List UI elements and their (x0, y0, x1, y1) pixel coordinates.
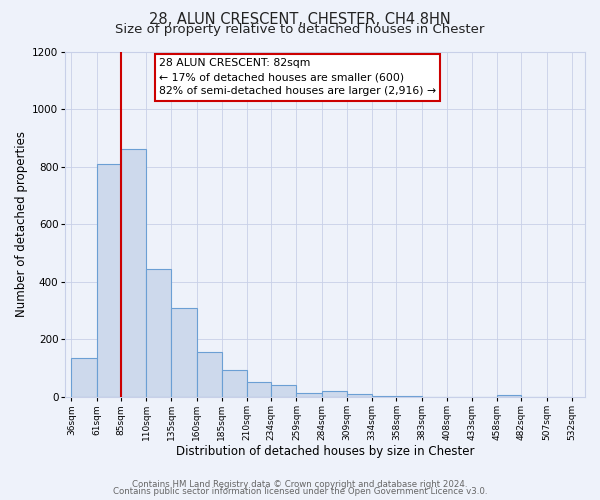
Bar (146, 269, 172, 397)
Bar (97, 164, 121, 397)
Bar (322, 390, 347, 397)
Bar (172, 308, 197, 397)
Text: 28, ALUN CRESCENT, CHESTER, CH4 8HN: 28, ALUN CRESCENT, CHESTER, CH4 8HN (149, 12, 451, 28)
Bar (347, 394, 372, 397)
Bar (247, 382, 271, 397)
Bar (121, 150, 146, 397)
Bar (372, 396, 397, 397)
Text: Contains public sector information licensed under the Open Government Licence v3: Contains public sector information licen… (113, 487, 487, 496)
Text: Size of property relative to detached houses in Chester: Size of property relative to detached ho… (115, 22, 485, 36)
Bar (397, 396, 422, 397)
X-axis label: Distribution of detached houses by size in Chester: Distribution of detached houses by size … (176, 444, 475, 458)
Y-axis label: Number of detached properties: Number of detached properties (15, 132, 28, 318)
Bar (271, 385, 296, 397)
Text: Contains HM Land Registry data © Crown copyright and database right 2024.: Contains HM Land Registry data © Crown c… (132, 480, 468, 489)
Bar (71, 358, 97, 397)
Bar (296, 392, 322, 397)
Bar (497, 394, 521, 397)
Bar (222, 370, 247, 397)
Bar (197, 352, 222, 397)
Text: 28 ALUN CRESCENT: 82sqm
← 17% of detached houses are smaller (600)
82% of semi-d: 28 ALUN CRESCENT: 82sqm ← 17% of detache… (159, 58, 436, 96)
